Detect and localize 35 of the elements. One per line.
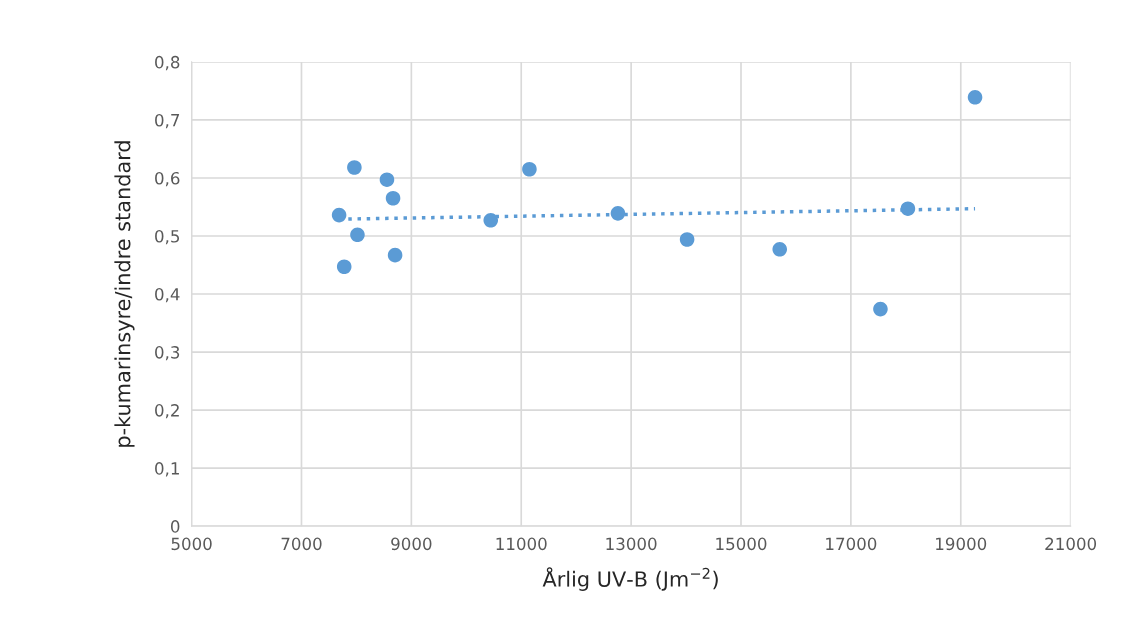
x-tick-label: 21000 bbox=[1045, 537, 1097, 551]
x-tick-label: 7000 bbox=[281, 537, 322, 551]
x-tick-label: 19000 bbox=[936, 537, 987, 551]
x-axis-title: Årlig UV-B (Jm$^{−2}$) bbox=[542, 567, 718, 591]
point bbox=[967, 90, 983, 105]
x-tick-label: 17000 bbox=[826, 537, 877, 551]
point bbox=[873, 301, 888, 317]
y-tick-label: 0 bbox=[170, 520, 180, 533]
y-tick-label: 0,6 bbox=[155, 171, 180, 187]
y-tick-label: 0,3 bbox=[155, 346, 180, 361]
point bbox=[336, 259, 352, 275]
point bbox=[385, 190, 401, 206]
point bbox=[347, 160, 362, 175]
y-tick-label: 0,1 bbox=[155, 462, 179, 477]
point bbox=[379, 172, 395, 187]
y-tick-label: 0,2 bbox=[155, 404, 179, 419]
point bbox=[679, 232, 695, 247]
point bbox=[331, 207, 347, 223]
x-tick-label: 5000 bbox=[171, 537, 212, 551]
point bbox=[772, 242, 788, 257]
point bbox=[483, 213, 499, 228]
point bbox=[610, 206, 626, 221]
x-tick-label: 11000 bbox=[496, 537, 547, 551]
point bbox=[387, 247, 403, 263]
x-tick-label: 15000 bbox=[716, 537, 767, 551]
y-axis-title: p-kumarinsyre/indre standard bbox=[114, 141, 135, 447]
y-tick-label: 0,4 bbox=[155, 287, 180, 303]
point bbox=[900, 201, 916, 216]
point bbox=[350, 227, 365, 243]
y-tick-label: 0,8 bbox=[155, 55, 180, 71]
y-tick-label: 0,5 bbox=[155, 229, 180, 245]
x-tick-label: 9000 bbox=[391, 537, 432, 551]
y-tick-label: 0,7 bbox=[155, 113, 180, 129]
point bbox=[522, 161, 537, 177]
x-tick-label: 13000 bbox=[606, 537, 657, 551]
